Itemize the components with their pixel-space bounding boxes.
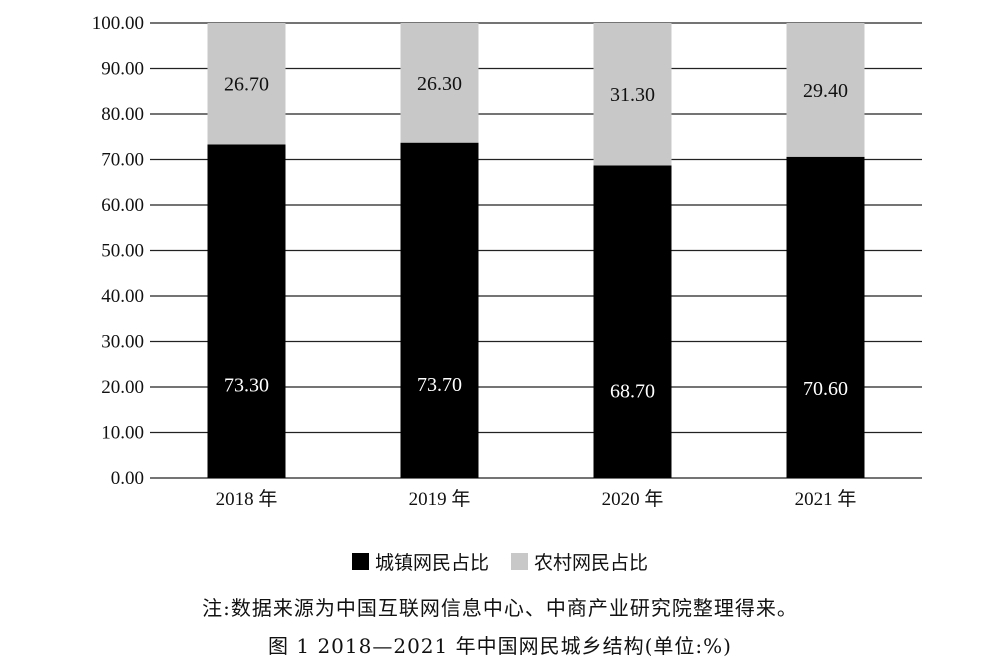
bars: 73.30 26.70 73.70 26.30 68.70 31.30 70.60 29.40	[207, 23, 865, 479]
x-axis-ticks: 2018 年 2019 年 2020 年 2021 年	[216, 488, 857, 510]
legend: 城镇网民占比 农村网民占比	[0, 548, 1000, 575]
legend-label-urban: 城镇网民占比	[374, 552, 489, 574]
bar-urban	[400, 142, 479, 479]
bar-urban	[593, 165, 672, 479]
data-label: 73.70	[417, 374, 462, 396]
legend-swatch-urban	[351, 553, 369, 570]
y-axis-ticks: 0.00 10.00 20.00 30.00 40.00 50.00 60.00 70.00 8…	[92, 13, 144, 489]
bar-rural	[786, 23, 865, 157]
data-label: 26.70	[224, 74, 269, 96]
y-tick-label: 50.00	[101, 241, 144, 262]
y-tick-label: 60.00	[101, 195, 144, 216]
x-tick-label: 2019 年	[409, 488, 471, 510]
legend-swatch-rural	[511, 553, 529, 570]
stacked-bar-chart: 0.00 10.00 20.00 30.00 40.00 50.00 60.00 70.00 8…	[92, 13, 922, 510]
y-tick-label: 40.00	[101, 286, 144, 307]
source-note: 注:数据来源为中国互联网信息中心、中商产业研究院整理得来。	[202, 596, 798, 620]
bar-urban	[786, 156, 865, 478]
bar-rural	[593, 23, 672, 166]
data-label: 70.60	[803, 378, 848, 400]
x-tick-label: 2020 年	[602, 488, 664, 510]
y-tick-label: 30.00	[101, 332, 144, 353]
y-tick-label: 70.00	[101, 150, 144, 171]
bar-rural	[400, 23, 479, 143]
y-tick-label: 100.00	[92, 13, 144, 34]
legend-item-rural: 农村网民占比	[511, 548, 648, 575]
bar-rural	[207, 23, 286, 145]
y-tick-label: 80.00	[101, 104, 144, 125]
x-tick-label: 2018 年	[216, 488, 278, 510]
y-tick-label: 20.00	[101, 377, 144, 398]
bar-urban	[207, 144, 286, 479]
data-label: 29.40	[803, 80, 848, 102]
figure-caption: 图 1 2018—2021 年中国网民城乡结构(单位:%)	[268, 634, 732, 658]
legend-label-rural: 农村网民占比	[534, 552, 649, 574]
data-label: 26.30	[417, 73, 462, 95]
y-tick-label: 0.00	[111, 468, 144, 489]
y-tick-label: 90.00	[101, 59, 144, 80]
data-label: 73.30	[224, 375, 269, 397]
x-tick-label: 2021 年	[795, 488, 857, 510]
data-label: 31.30	[610, 84, 655, 106]
y-tick-label: 10.00	[101, 423, 144, 444]
data-label: 68.70	[610, 380, 655, 402]
legend-item-urban: 城镇网民占比	[351, 548, 489, 575]
